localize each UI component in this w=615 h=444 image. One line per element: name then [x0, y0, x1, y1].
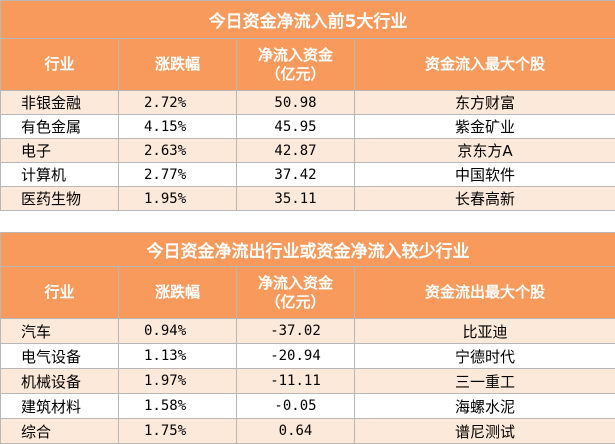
change-cell: 1.13% — [118, 343, 237, 369]
flow-cell: 37.42 — [236, 162, 355, 187]
outflow-header-industry: 行业 — [0, 266, 119, 319]
table-row: 计算机 2.77% 37.42 中国软件 — [0, 162, 615, 187]
inflow-header-flow-line2: （亿元） — [265, 64, 326, 83]
inflow-header-flow-line1: 净流入资金 — [257, 45, 333, 64]
stock-cell: 宁德时代 — [354, 343, 615, 369]
inflow-table: 今日资金净流入前5大行业 行业 涨跌幅 净流入资金 （亿元） 资金流入最大个股 非… — [0, 0, 615, 211]
inflow-header-industry: 行业 — [0, 38, 119, 91]
inflow-header-stock: 资金流入最大个股 — [353, 38, 615, 91]
flow-cell: 42.87 — [236, 138, 355, 163]
industry-cell: 医药生物 — [0, 186, 119, 211]
table-row: 建筑材料 1.58% -0.05 海螺水泥 — [0, 393, 615, 419]
table-row: 有色金属 4.15% 45.95 紫金矿业 — [0, 114, 615, 139]
outflow-title: 今日资金净流出行业或资金净流入较少行业 — [0, 232, 615, 267]
change-cell: 2.72% — [118, 90, 237, 115]
industry-cell: 机械设备 — [0, 368, 119, 394]
change-cell: 0.94% — [118, 318, 237, 344]
industry-cell: 建筑材料 — [0, 393, 119, 419]
flow-cell: 35.11 — [236, 186, 355, 211]
industry-cell: 汽车 — [0, 318, 119, 344]
stock-cell: 紫金矿业 — [353, 114, 615, 139]
table-row: 电气设备 1.13% -20.94 宁德时代 — [0, 343, 615, 369]
change-cell: 2.77% — [118, 162, 237, 187]
change-cell: 4.15% — [118, 114, 237, 139]
outflow-header-change: 涨跌幅 — [118, 266, 237, 319]
change-cell: 1.58% — [118, 393, 237, 419]
stock-cell: 京东方A — [353, 138, 615, 163]
flow-cell: 0.64 — [236, 418, 355, 444]
industry-cell: 有色金属 — [0, 114, 119, 139]
flow-cell: -11.11 — [236, 368, 355, 394]
stock-cell: 谱尼测试 — [354, 418, 615, 444]
change-cell: 1.75% — [118, 418, 237, 444]
outflow-header-flow: 净流入资金 （亿元） — [236, 266, 355, 319]
industry-cell: 电子 — [0, 138, 119, 163]
table-row: 机械设备 1.97% -11.11 三一重工 — [0, 368, 615, 394]
change-cell: 1.97% — [118, 368, 237, 394]
flow-cell: 45.95 — [236, 114, 355, 139]
flow-cell: -0.05 — [236, 393, 355, 419]
inflow-title: 今日资金净流入前5大行业 — [0, 0, 615, 39]
flow-cell: -37.02 — [236, 318, 355, 344]
stock-cell: 东方财富 — [353, 90, 615, 115]
table-row: 综合 1.75% 0.64 谱尼测试 — [0, 418, 615, 444]
stock-cell: 三一重工 — [354, 368, 615, 394]
stock-cell: 长春高新 — [353, 186, 615, 211]
outflow-header-stock: 资金流出最大个股 — [354, 266, 615, 319]
table-row: 汽车 0.94% -37.02 比亚迪 — [0, 318, 615, 344]
industry-cell: 非银金融 — [0, 90, 119, 115]
industry-cell: 电气设备 — [0, 343, 119, 369]
stock-cell: 海螺水泥 — [354, 393, 615, 419]
outflow-header-flow-line2: （亿元） — [265, 292, 326, 311]
outflow-table: 今日资金净流出行业或资金净流入较少行业 行业 涨跌幅 净流入资金 （亿元） 资金流… — [0, 232, 615, 444]
table-row: 医药生物 1.95% 35.11 长春高新 — [0, 186, 615, 211]
change-cell: 1.95% — [118, 186, 237, 211]
industry-cell: 综合 — [0, 418, 119, 444]
table-row: 电子 2.63% 42.87 京东方A — [0, 138, 615, 163]
change-cell: 2.63% — [118, 138, 237, 163]
flow-cell: 50.98 — [236, 90, 355, 115]
inflow-header-change: 涨跌幅 — [118, 38, 237, 91]
outflow-header-flow-line1: 净流入资金 — [257, 273, 333, 292]
table-row: 非银金融 2.72% 50.98 东方财富 — [0, 90, 615, 115]
flow-cell: -20.94 — [236, 343, 355, 369]
stock-cell: 中国软件 — [353, 162, 615, 187]
stock-cell: 比亚迪 — [354, 318, 615, 344]
inflow-header-flow: 净流入资金 （亿元） — [236, 38, 355, 91]
industry-cell: 计算机 — [0, 162, 119, 187]
